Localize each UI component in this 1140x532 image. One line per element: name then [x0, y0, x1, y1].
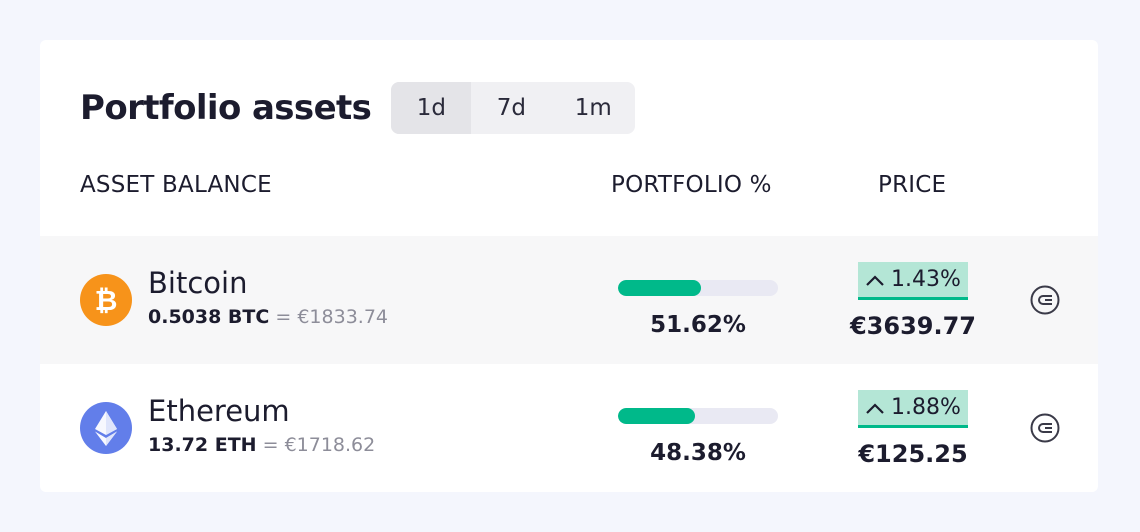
- column-header-asset-balance: ASSET BALANCE: [80, 172, 272, 198]
- portfolio-bar-fill: [618, 280, 701, 296]
- wallet-icon[interactable]: [1029, 412, 1061, 444]
- portfolio-percent: 51.62%: [650, 312, 746, 338]
- asset-price: €3639.77: [849, 312, 976, 340]
- price-change-badge: 1.43%: [858, 262, 968, 300]
- range-1m-button[interactable]: 1m: [574, 95, 612, 121]
- page-title: Portfolio assets: [80, 88, 372, 128]
- portfolio-bar: [618, 280, 778, 296]
- asset-balance: 0.5038 BTC = €1833.74: [148, 306, 388, 328]
- column-header-price: PRICE: [878, 172, 947, 198]
- asset-name: Bitcoin: [148, 266, 248, 300]
- asset-price: €125.25: [858, 440, 968, 468]
- price-change-value: 1.43%: [891, 267, 961, 292]
- wallet-icon[interactable]: [1029, 284, 1061, 316]
- range-7d-button[interactable]: 7d: [496, 95, 526, 121]
- portfolio-percent: 48.38%: [650, 440, 746, 466]
- asset-row-bitcoin[interactable]: ₿ Bitcoin 0.5038 BTC = €1833.74 51.62% 1…: [40, 236, 1098, 364]
- bitcoin-icon: ₿: [80, 274, 132, 326]
- asset-name: Ethereum: [148, 394, 290, 428]
- price-change-badge: 1.88%: [858, 390, 968, 428]
- card-header: Portfolio assets 1d 7d 1m: [80, 82, 636, 134]
- time-range-selector: 1d 7d 1m: [391, 82, 636, 134]
- asset-row-ethereum[interactable]: Ethereum 13.72 ETH = €1718.62 48.38% 1.8…: [40, 364, 1098, 492]
- asset-value: = €1718.62: [262, 434, 376, 456]
- chevron-up-icon: [866, 274, 884, 286]
- price-change-value: 1.88%: [891, 395, 961, 420]
- asset-amount: 0.5038 BTC: [148, 306, 270, 328]
- svg-text:₿: ₿: [95, 284, 118, 317]
- portfolio-bar: [618, 408, 778, 424]
- portfolio-bar-fill: [618, 408, 696, 424]
- range-1d-button[interactable]: 1d: [391, 82, 472, 134]
- asset-amount: 13.72 ETH: [148, 434, 257, 456]
- column-header-portfolio: PORTFOLIO %: [611, 172, 772, 198]
- portfolio-assets-card: Portfolio assets 1d 7d 1m ASSET BALANCE …: [40, 40, 1098, 492]
- asset-value: = €1833.74: [275, 306, 388, 328]
- chevron-up-icon: [866, 402, 884, 414]
- asset-balance: 13.72 ETH = €1718.62: [148, 434, 375, 456]
- ethereum-icon: [80, 402, 132, 454]
